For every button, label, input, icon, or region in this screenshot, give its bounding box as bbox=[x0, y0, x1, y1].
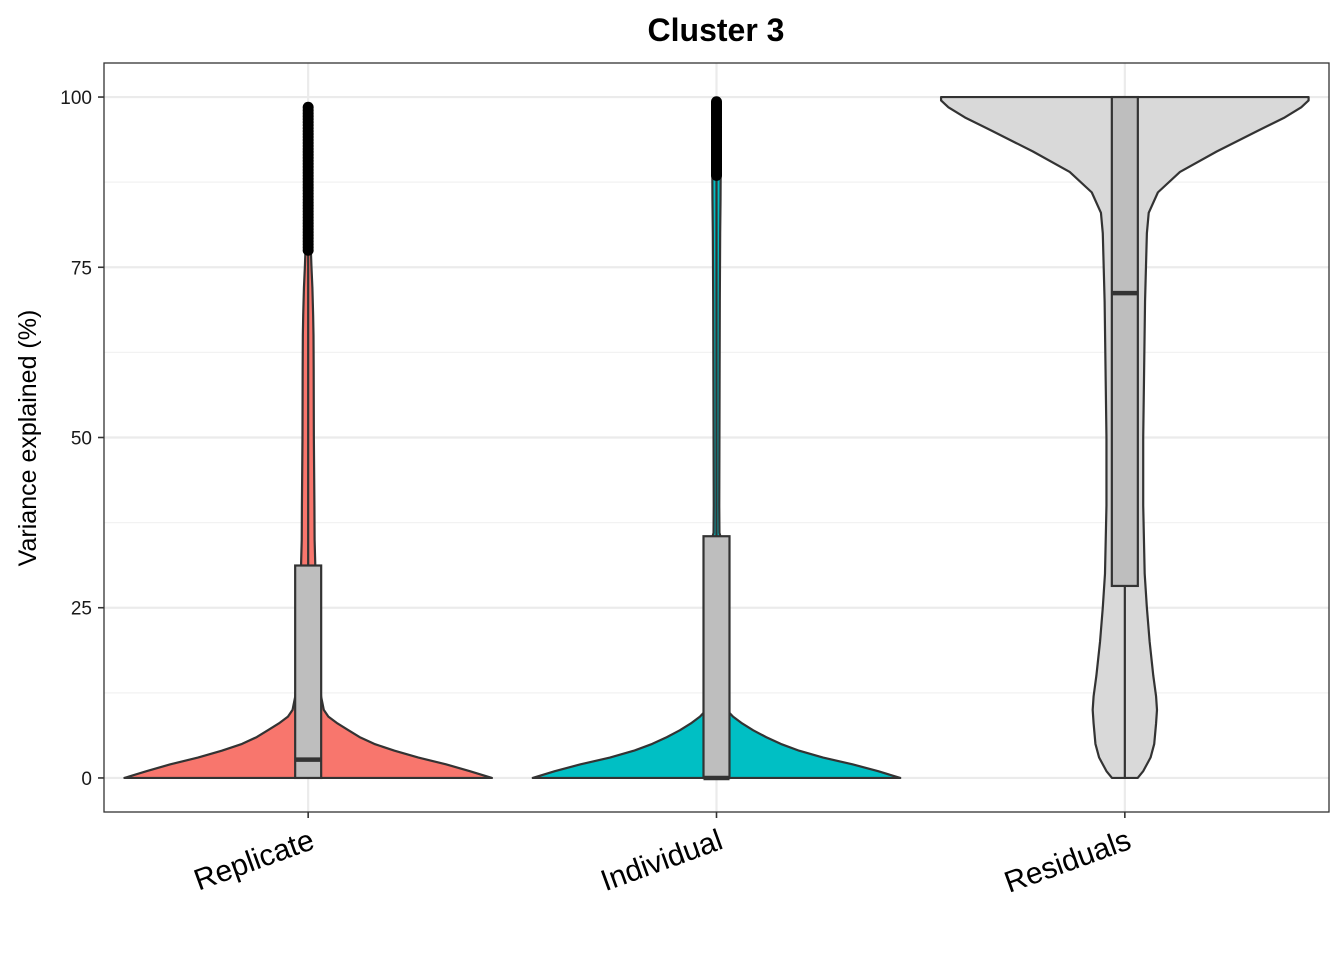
box-iqr bbox=[1110, 95, 1139, 588]
violins bbox=[123, 95, 1310, 781]
x-tick-label: Residuals bbox=[1000, 824, 1135, 900]
outliers bbox=[711, 96, 722, 181]
y-tick-label: 25 bbox=[71, 599, 92, 620]
y-axis-label: Variance explained (%) bbox=[14, 310, 42, 567]
outlier-point bbox=[711, 96, 722, 108]
x-tick-label: Replicate bbox=[190, 824, 319, 898]
y-tick-label: 100 bbox=[60, 88, 92, 109]
box-iqr bbox=[294, 564, 323, 780]
x-axis: Replicate Individual Residuals bbox=[190, 812, 1135, 900]
x-tick-label: Individual bbox=[596, 824, 726, 898]
violin-residuals bbox=[939, 95, 1310, 780]
y-axis: 0 25 50 75 100 bbox=[60, 88, 104, 790]
violin-replicate bbox=[123, 101, 494, 780]
box-iqr bbox=[702, 535, 731, 780]
outliers bbox=[302, 101, 314, 256]
y-tick-label: 75 bbox=[71, 258, 92, 279]
chart-title: Cluster 3 bbox=[648, 12, 785, 48]
outlier-point bbox=[302, 101, 314, 113]
y-tick-label: 50 bbox=[71, 429, 92, 450]
violin-individual bbox=[531, 96, 902, 781]
y-tick-label: 0 bbox=[81, 769, 92, 790]
